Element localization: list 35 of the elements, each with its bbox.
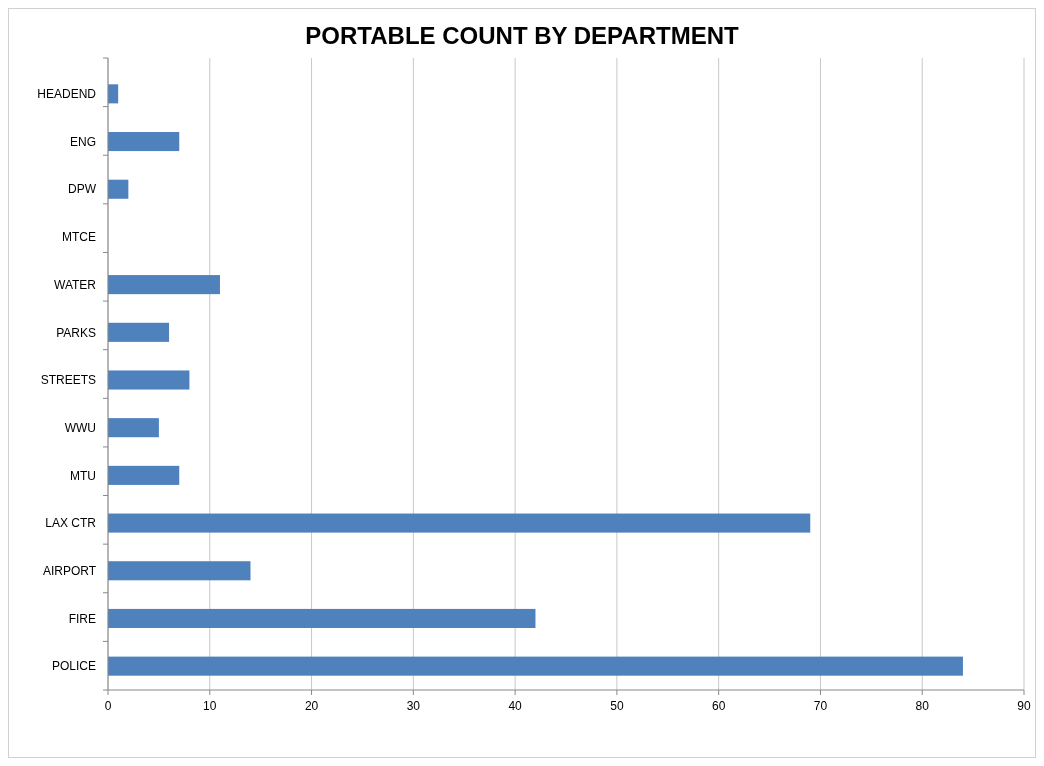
x-tick-label: 20: [304, 699, 319, 713]
x-tick-label: 30: [406, 699, 421, 713]
bar: [108, 656, 963, 676]
y-tick-label: MTCE: [62, 230, 96, 245]
y-tick-label: ENG: [69, 134, 96, 149]
x-tick-label: 0: [104, 699, 112, 713]
y-tick-label: MTU: [70, 468, 96, 483]
bar: [108, 275, 220, 295]
bar: [108, 132, 180, 152]
bar: [108, 513, 811, 533]
bar: [108, 608, 536, 628]
x-tick-label: 10: [203, 699, 217, 713]
x-tick-label: 40: [508, 699, 523, 713]
x-tick-label: 50: [610, 699, 624, 713]
chart-title: PORTABLE COUNT BY DEPARTMENT: [305, 22, 739, 49]
x-tick-label: 80: [915, 699, 930, 713]
y-tick-label: POLICE: [51, 659, 96, 674]
y-tick-label: HEADEND: [37, 87, 97, 102]
y-tick-label: STREETS: [40, 373, 96, 388]
y-tick-label: DPW: [68, 182, 97, 197]
bar: [108, 561, 251, 581]
bar: [108, 465, 180, 485]
y-tick-label: WATER: [54, 277, 97, 292]
bar: [108, 179, 129, 199]
bar: [108, 322, 170, 342]
y-tick-label: WWU: [64, 420, 96, 435]
bar: [108, 418, 159, 438]
y-tick-label: AIRPORT: [42, 563, 97, 578]
x-tick-label: 70: [813, 699, 828, 713]
y-tick-label: FIRE: [68, 611, 96, 626]
y-tick-label: PARKS: [56, 325, 96, 340]
x-tick-label: 90: [1017, 699, 1031, 713]
y-tick-label: LAX CTR: [45, 516, 97, 531]
bar: [108, 370, 190, 390]
x-tick-label: 60: [711, 699, 726, 713]
